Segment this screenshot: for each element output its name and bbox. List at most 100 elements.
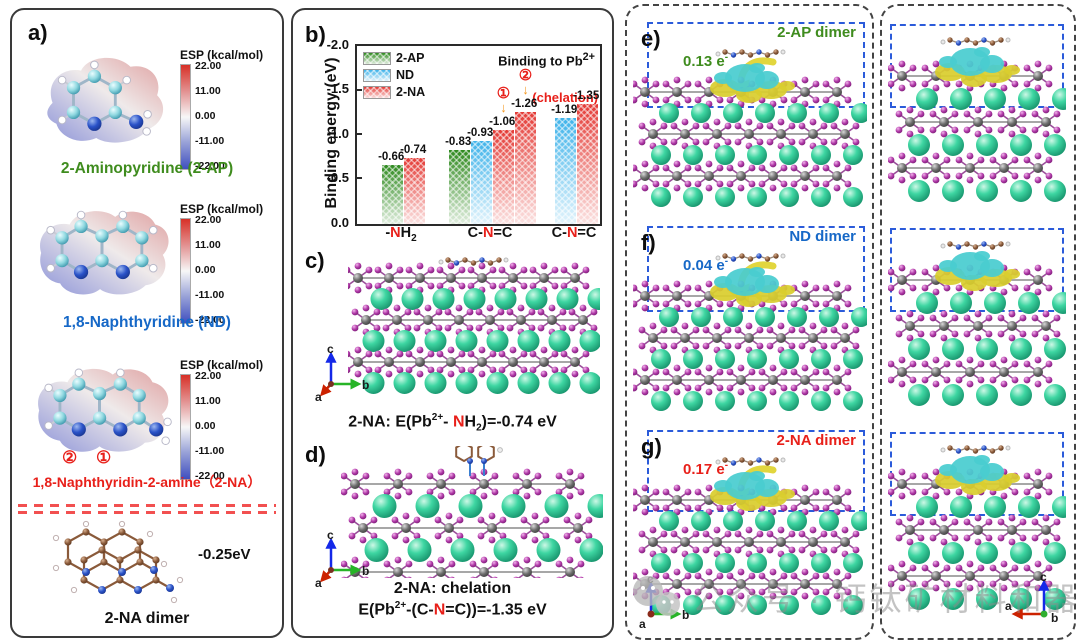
panel-b-label: b) <box>305 22 326 47</box>
bar-value-label: -0.93 <box>467 127 494 139</box>
esp-ticks: 22.00 11.00 0.00 -11.00 -22.00 <box>195 214 225 326</box>
chart-legend: 2-AP ND 2-NA <box>363 51 425 102</box>
svg-text:a: a <box>1005 599 1012 613</box>
charge-transfer-value: 0.13 e- <box>683 52 729 70</box>
crystal-slab-f <box>633 253 867 411</box>
legend-swatch-nd <box>363 68 391 82</box>
y-tick: 0.0 <box>330 215 349 230</box>
crystal-slab-side-g <box>888 445 1066 610</box>
crystal-slab-e <box>633 49 867 207</box>
crystal-slab-side-f <box>888 241 1066 406</box>
svg-text:a: a <box>315 576 322 588</box>
side-view-g <box>882 418 1074 622</box>
legend-swatch-2na <box>363 85 391 99</box>
y-tick: -1.0 <box>326 126 349 141</box>
binding-site-2: ② <box>62 448 78 467</box>
esp-colorbar <box>180 374 191 480</box>
axis-indicator: c b a <box>315 530 369 588</box>
svg-text:c: c <box>1040 572 1047 584</box>
bar-2-AP <box>449 150 470 224</box>
bar-2-NA <box>493 130 514 224</box>
x-label-cnc-1: C-N=C <box>467 225 513 241</box>
panel-e: e) 2-AP dimer 0.13 e- <box>627 10 872 214</box>
panel-efg-box: e) 2-AP dimer 0.13 e- f) ND dimer 0.04 e… <box>625 4 874 640</box>
chart-annotation: Binding to Pb2+ <box>498 51 595 69</box>
svg-text:c: c <box>327 530 334 542</box>
site-marker: ① ↓ <box>496 85 511 115</box>
bar-value-label: -1.06 <box>489 116 516 128</box>
dimer-label-2ap: 2-AP dimer <box>777 24 856 41</box>
bar-ND <box>555 118 576 224</box>
dimer-energy: -0.25eV <box>198 546 251 563</box>
esp-map-2na <box>38 368 172 452</box>
bar-2-NA <box>404 158 425 224</box>
legend-swatch-2ap <box>363 51 391 65</box>
bar-2-NA <box>577 104 598 224</box>
site-marker: ② ↓ <box>518 67 533 97</box>
axis-indicator: c b a <box>315 344 369 402</box>
dimer-label: 2-NA dimer <box>104 610 190 627</box>
panel-g: g) 2-NA dimer 0.17 e- <box>627 418 872 622</box>
charge-transfer-region-box <box>647 430 865 512</box>
esp-ticks: 22.00 11.00 0.00 -11.00 -22.00 <box>195 60 225 172</box>
svg-text:b: b <box>682 608 689 622</box>
esp-scale: ESP (kcal/mol) 22.00 11.00 0.00 -11.00 -22.0… <box>180 48 278 171</box>
panel-g-label: g) <box>641 434 662 459</box>
x-label-nh2: -NH2 <box>385 225 417 244</box>
esp-map-2ap <box>47 57 164 143</box>
esp-scale: ESP (kcal/mol) 22.00 11.00 0.00 -11.00 -22.0… <box>180 202 264 326</box>
esp-scale: ESP (kcal/mol) 22.00 11.00 0.00 -11.00 -22.0… <box>180 358 264 482</box>
panel-c-caption: 2-NA: E(Pb2+- NH2)=-0.74 eV <box>348 412 557 434</box>
molecule-name-2ap: 2-Aminopyridine (2-AP) <box>60 160 234 177</box>
bar-ND <box>471 141 492 224</box>
panel-d-caption-line2: E(Pb2+-(C-N=C))=-1.35 eV <box>358 600 547 619</box>
dimer-label-nd: ND dimer <box>789 228 856 245</box>
crystal-slab-g <box>633 457 867 615</box>
bar-value-label: -0.74 <box>400 144 427 156</box>
panel-f-label: f) <box>641 230 656 255</box>
x-label-cnc-2: C-N=C <box>551 225 597 241</box>
svg-text:b: b <box>362 564 369 578</box>
side-view-f <box>882 214 1074 418</box>
panel-side-views-box: c a b <box>880 4 1076 640</box>
y-tick: -0.5 <box>326 170 349 185</box>
bar-value-label: -1.26 <box>511 98 538 110</box>
axis-indicator: c b a <box>639 574 689 631</box>
crystal-slab-side-e <box>888 37 1066 202</box>
binding-site-1: ① <box>96 448 112 467</box>
svg-text:a: a <box>315 390 322 402</box>
legend-label: ND <box>396 68 415 82</box>
panel-c-label: c) <box>305 248 325 273</box>
legend-label: 2-AP <box>396 51 425 65</box>
esp-colorbar <box>180 218 191 324</box>
esp-map-nd <box>40 210 169 295</box>
bar-2-AP <box>382 165 403 224</box>
red-dashed-divider <box>18 504 276 507</box>
marker-arrow-icon: ↓ <box>522 82 529 97</box>
svg-text:b: b <box>362 378 369 392</box>
esp-colorbar <box>180 64 191 170</box>
svg-text:c: c <box>647 574 654 586</box>
bar-value-label: -0.83 <box>445 136 472 148</box>
molecule-name-2na: 1,8-Naphthyridin-2-amine（2-NA） <box>32 474 262 490</box>
y-tick: -1.5 <box>326 81 349 96</box>
charge-transfer-value: 0.04 e- <box>683 256 729 274</box>
charge-transfer-region-box <box>647 226 865 312</box>
panel-bcd: b) Binding energy (eV) -2.0 -1.5 -1.0 -0… <box>291 8 614 638</box>
panel-a: a) ESP (kcal/mol) 22.00 11.00 0.00 -11.00 -2… <box>10 8 284 638</box>
bar-value-label: -1.19 <box>551 104 578 116</box>
panel-a-label: a) <box>28 20 48 45</box>
legend-label: 2-NA <box>396 85 426 99</box>
esp-ticks: 22.00 11.00 0.00 -11.00 -22.00 <box>195 370 225 482</box>
panel-d-label: d) <box>305 442 326 467</box>
crystal-slab-d <box>341 446 603 578</box>
charge-transfer-value: 0.17 e- <box>683 460 729 478</box>
side-view-e <box>882 10 1074 214</box>
chelation-label: (chelation) <box>532 90 598 105</box>
bar-value-label: -1.35 <box>573 90 600 102</box>
charge-transfer-region-box <box>647 22 865 108</box>
svg-text:b: b <box>1051 611 1058 625</box>
binding-energy-chart: 2-AP ND 2-NA Binding to Pb2+ (chelation)… <box>355 44 602 226</box>
bar-value-label: -0.66 <box>378 151 405 163</box>
bar-2-NA <box>515 112 536 224</box>
